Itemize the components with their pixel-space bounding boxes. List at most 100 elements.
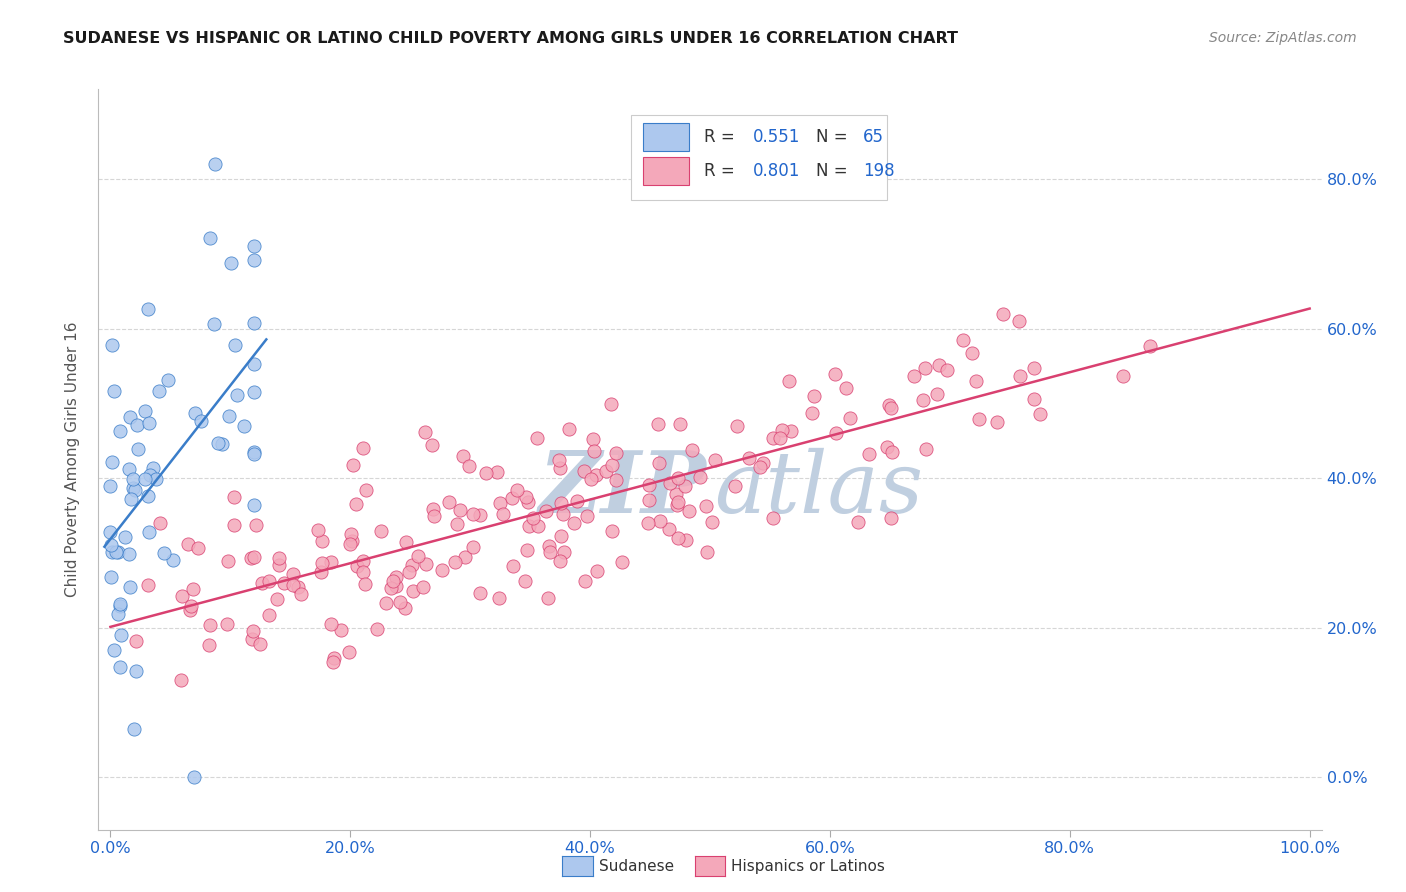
Point [311, 534, 333, 549]
Text: R =: R = [704, 128, 740, 146]
Point [413, 425, 436, 439]
Point [470, 586, 492, 600]
Point [960, 346, 983, 360]
Point [928, 359, 950, 373]
Point [156, 373, 179, 387]
Point [673, 479, 696, 493]
Point [118, 462, 141, 476]
Point [100, 538, 122, 552]
Point [207, 436, 229, 450]
Point [658, 522, 681, 536]
Point [516, 543, 538, 558]
Point [120, 492, 142, 507]
Point [880, 511, 903, 525]
Point [226, 388, 249, 402]
Point [534, 503, 557, 517]
Text: 0.801: 0.801 [752, 161, 800, 179]
Point [1112, 369, 1135, 384]
Point [666, 498, 689, 512]
Point [695, 500, 717, 514]
Point [565, 493, 588, 508]
Point [267, 551, 290, 566]
Point [101, 338, 124, 352]
Point [100, 479, 122, 493]
Point [104, 545, 127, 559]
FancyBboxPatch shape [643, 123, 689, 152]
Point [322, 656, 344, 670]
Point [502, 559, 524, 574]
Point [537, 591, 560, 606]
Point [138, 417, 160, 431]
Point [678, 504, 700, 518]
Point [352, 566, 374, 580]
Point [579, 472, 602, 486]
Point [243, 447, 266, 461]
Point [142, 460, 165, 475]
Point [724, 479, 747, 493]
Point [134, 404, 156, 418]
Point [915, 442, 938, 456]
Point [224, 338, 246, 352]
Point [107, 545, 129, 559]
Point [461, 540, 484, 554]
Point [103, 643, 125, 657]
Point [835, 381, 858, 395]
Point [550, 496, 572, 510]
Point [914, 361, 936, 376]
Text: SUDANESE VS HISPANIC OR LATINO CHILD POVERTY AMONG GIRLS UNDER 16 CORRELATION CH: SUDANESE VS HISPANIC OR LATINO CHILD POV… [63, 31, 959, 46]
Point [319, 617, 342, 632]
Point [243, 385, 266, 400]
Point [249, 637, 271, 651]
Point [211, 437, 233, 451]
Point [118, 410, 141, 425]
Point [103, 384, 125, 399]
Point [882, 445, 904, 459]
Point [585, 468, 607, 483]
Point [380, 582, 402, 596]
Point [339, 526, 361, 541]
Point [388, 595, 411, 609]
Point [1029, 408, 1052, 422]
Point [222, 517, 245, 532]
Point [600, 458, 623, 473]
Point [329, 624, 352, 638]
Point [145, 472, 167, 486]
Point [153, 546, 176, 560]
Point [650, 515, 672, 529]
Point [582, 433, 605, 447]
Point [170, 673, 193, 687]
Y-axis label: Child Poverty Among Girls Under 16: Child Poverty Among Girls Under 16 [65, 322, 80, 597]
Point [952, 333, 974, 347]
Point [506, 483, 529, 498]
Text: Sudanese: Sudanese [599, 859, 673, 873]
Point [548, 461, 571, 475]
Point [125, 633, 148, 648]
FancyBboxPatch shape [643, 157, 689, 185]
Point [486, 465, 509, 479]
Point [266, 592, 288, 607]
Point [100, 570, 122, 584]
Point [352, 441, 374, 455]
Point [118, 547, 141, 561]
Point [659, 475, 682, 490]
Point [779, 424, 801, 438]
Point [406, 549, 429, 563]
Point [242, 624, 264, 639]
Point [101, 455, 124, 469]
Point [401, 558, 423, 572]
Point [190, 414, 212, 428]
Point [366, 622, 388, 636]
Point [748, 460, 770, 475]
Point [637, 516, 659, 530]
Point [346, 559, 368, 574]
Point [125, 665, 148, 679]
Text: 65: 65 [863, 128, 884, 146]
Point [489, 495, 512, 509]
Point [665, 487, 688, 501]
Point [136, 578, 159, 592]
Point [181, 582, 204, 596]
Point [202, 317, 225, 331]
Point [605, 473, 627, 487]
Point [450, 503, 472, 517]
Point [903, 368, 925, 383]
